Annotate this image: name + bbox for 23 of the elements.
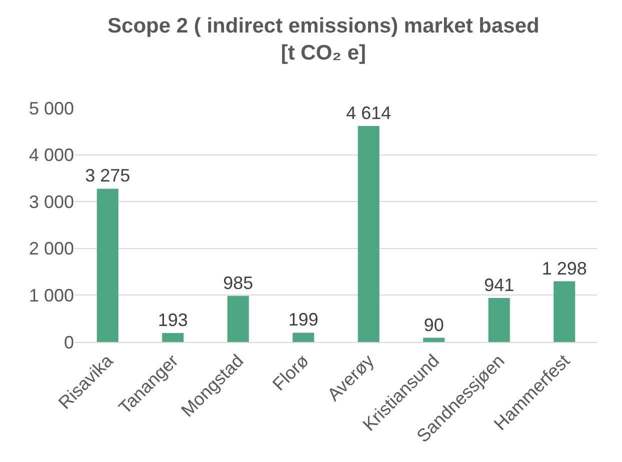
bar [423,338,445,342]
data-label: 1 298 [542,258,587,278]
y-tick-label: 5 000 [28,98,74,118]
y-tick-label: 1 000 [28,286,74,306]
bar [488,298,510,342]
y-tick-label: 3 000 [28,192,74,212]
data-label: 941 [484,274,514,295]
bar [96,188,118,342]
y-tick-label: 0 [64,332,74,352]
y-tick-label: 2 000 [28,238,74,259]
data-label: 199 [288,310,318,330]
bar [554,281,576,342]
bar [227,296,249,342]
bar [358,126,380,342]
data-label: 90 [424,314,444,335]
chart-title: Scope 2 ( indirect emissions) market based [t CO₂ e] [108,14,540,65]
data-label: 4 614 [346,103,392,124]
bar [292,332,314,342]
data-label: 193 [158,310,188,330]
y-tick-label: 4 000 [28,145,74,166]
bar [162,332,184,342]
data-label: 3 275 [85,166,130,186]
data-label: 985 [223,272,254,293]
